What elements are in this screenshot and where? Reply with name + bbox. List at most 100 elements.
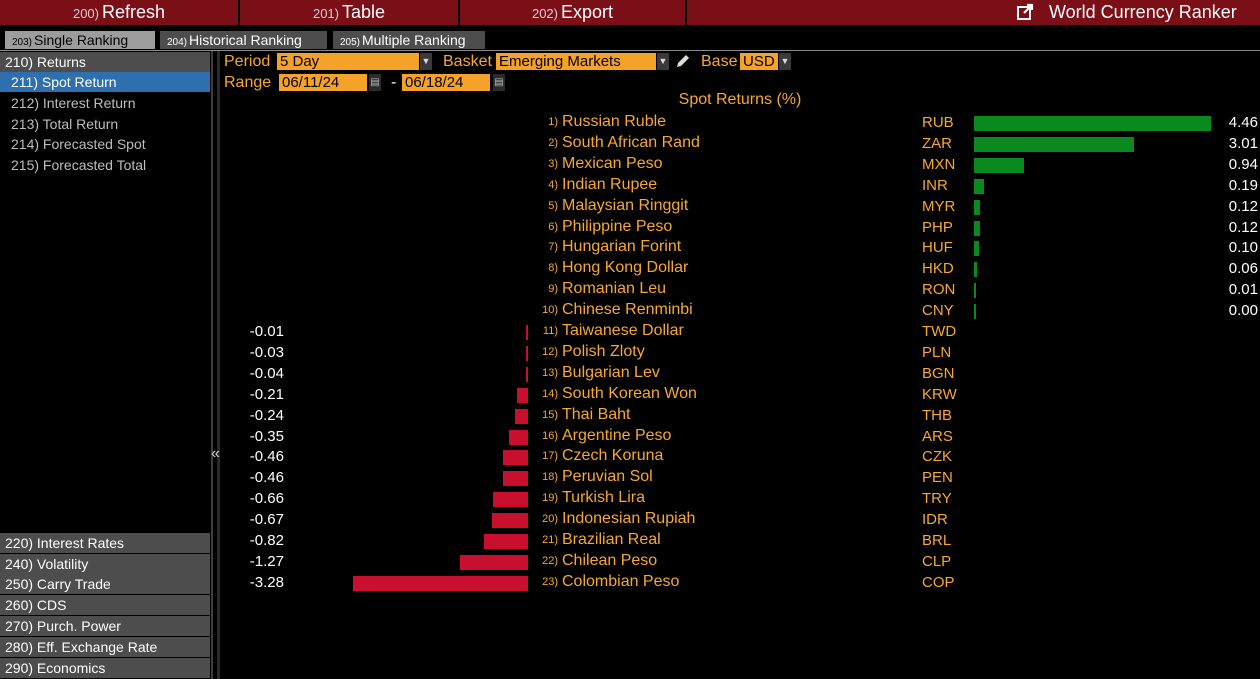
ranking-row[interactable]: 16) Argentine Peso ARS -0.35 [0,427,1260,448]
sidebar-section-cds[interactable]: 260) CDS [0,595,210,615]
currency-name[interactable]: Hong Kong Dollar [562,259,689,277]
currency-name[interactable]: Czech Koruna [562,447,664,465]
ranking-row[interactable]: 14) South Korean Won KRW -0.21 [0,385,1260,406]
sidebar-item-interest-return[interactable]: 212) Interest Return [11,95,136,111]
pencil-icon[interactable] [675,53,691,69]
ranking-row[interactable]: 10) Chinese Renminbi CNY 0.00 [0,301,1260,322]
export-button[interactable]: 202) Export [460,0,685,25]
ranking-row[interactable]: 8) Hong Kong Dollar HKD 0.06 [0,259,1260,280]
ranking-row[interactable]: 5) Malaysian Ringgit MYR 0.12 [0,197,1260,218]
sidebar-item-spot-return[interactable]: 211) Spot Return [0,72,210,92]
sidebar-header-returns[interactable]: 210) Returns [0,52,210,72]
toolbar-divider [458,0,460,25]
ranking-row[interactable]: 18) Peruvian Sol PEN -0.46 [0,468,1260,489]
rank-number: 10) [542,304,558,317]
sidebar-section-volatility[interactable]: 240) Volatility [0,554,210,574]
ranking-row[interactable]: 11) Taiwanese Dollar TWD -0.01 [0,322,1260,343]
currency-name[interactable]: Russian Ruble [562,113,667,130]
rank-number: 3) [548,157,558,170]
tab-historical-ranking[interactable]: 204) Historical Ranking [160,31,327,49]
external-link-icon[interactable] [1016,3,1034,21]
sidebar-section-purch-power[interactable]: 270) Purch. Power [0,616,210,636]
base-select[interactable]: USD [740,53,778,70]
ranking-row[interactable]: 1) Russian Ruble RUB 4.46 [0,113,1260,134]
export-number: 202) [531,6,558,21]
range-end-input[interactable]: 06/18/24 [402,74,490,91]
currency-code: MYR [922,197,956,215]
ranking-row[interactable]: 22) Chilean Peso CLP -1.27 [0,552,1260,573]
sidebar-section-eff-exchange-rate[interactable]: 280) Eff. Exchange Rate [0,637,210,657]
currency-name[interactable]: South Korean Won [562,384,697,402]
ranking-row[interactable]: 23) Colombian Peso COP -3.28 [0,573,1260,594]
currency-name[interactable]: Turkish Lira [562,489,645,507]
currency-name[interactable]: Indian Rupee [562,175,658,193]
rank-number: 13) [542,366,558,379]
basket-dropdown-icon[interactable]: ▼ [657,53,669,70]
calendar-icon[interactable]: ▤ [369,74,381,91]
ranking-row[interactable]: 20) Indonesian Rupiah IDR -0.67 [0,510,1260,531]
currency-code: PEN [922,469,953,487]
currency-name[interactable]: Chilean Peso [562,551,658,569]
return-value: -1.27 [249,552,284,570]
return-value: 0.94 [1228,155,1258,173]
currency-name[interactable]: Mexican Peso [562,154,663,172]
rank-number: 19) [542,492,558,505]
currency-name[interactable]: Colombian Peso [562,572,680,590]
ranking-row[interactable]: 3) Mexican Peso MXN 0.94 [0,155,1260,176]
tab-single-ranking[interactable]: 203) Single Ranking [5,31,155,49]
currency-name[interactable]: South African Rand [562,133,700,151]
currency-name[interactable]: Bulgarian Lev [562,363,660,381]
sidebar-section-interest-rates[interactable]: 220) Interest Rates [0,533,210,553]
rank-number: 20) [542,513,558,526]
sidebar-section-carry-trade[interactable]: 250) Carry Trade [0,574,210,594]
tab-multiple-ranking[interactable]: 205) Multiple Ranking [333,31,485,49]
currency-name[interactable]: Polish Zloty [562,342,645,360]
ranking-row[interactable]: 15) Thai Baht THB -0.24 [0,406,1260,427]
currency-name[interactable]: Chinese Renminbi [562,301,693,319]
ranking-row[interactable]: 2) South African Rand ZAR 3.01 [0,134,1260,155]
currency-name[interactable]: Peruvian Sol [562,468,653,486]
sidebar-item-forecasted-total[interactable]: 215) Forecasted Total [11,157,147,173]
currency-name[interactable]: Indonesian Rupiah [562,510,696,528]
calendar-icon[interactable]: ▤ [493,74,505,91]
collapse-sidebar-icon[interactable]: « [211,445,220,462]
negative-return-bar [484,534,528,549]
ranking-row[interactable]: 6) Philippine Peso PHP 0.12 [0,218,1260,239]
currency-name[interactable]: Hungarian Forint [562,238,682,256]
basket-select[interactable]: Emerging Markets [496,53,656,70]
range-start-input[interactable]: 06/11/24 [279,74,367,91]
table-button[interactable]: 201) Table [240,0,458,25]
currency-name[interactable]: Malaysian Ringgit [562,196,689,214]
currency-name[interactable]: Thai Baht [562,405,631,423]
currency-code: CZK [922,448,952,466]
ranking-row[interactable]: 12) Polish Zloty PLN -0.03 [0,343,1260,364]
ranking-row[interactable]: 21) Brazilian Real BRL -0.82 [0,531,1260,552]
tab-number: 204) [167,37,188,48]
base-dropdown-icon[interactable]: ▼ [779,53,791,70]
sidebar-item-total-return[interactable]: 213) Total Return [11,116,119,132]
currency-name[interactable]: Philippine Peso [562,217,673,235]
currency-name[interactable]: Brazilian Real [562,531,661,548]
sidebar-section-economics[interactable]: 290) Economics [0,658,210,678]
sidebar-item-forecasted-spot[interactable]: 214) Forecasted Spot [11,136,146,152]
ranking-row[interactable]: 4) Indian Rupee INR 0.19 [0,176,1260,197]
currency-name[interactable]: Romanian Leu [562,280,667,298]
ranking-row[interactable]: 13) Bulgarian Lev BGN -0.04 [0,364,1260,385]
refresh-label: Refresh [102,2,166,22]
period-select[interactable]: 5 Day [277,53,419,70]
currency-code: IDR [922,511,948,529]
return-value: -0.46 [249,448,284,466]
ranking-row[interactable]: 7) Hungarian Forint HUF 0.10 [0,238,1260,259]
negative-return-bar [509,429,528,445]
ranking-row[interactable]: 19) Turkish Lira TRY -0.66 [0,489,1260,510]
refresh-button[interactable]: 200) Refresh [0,0,238,25]
currency-name[interactable]: Taiwanese Dollar [562,322,684,339]
period-dropdown-icon[interactable]: ▼ [420,53,432,70]
negative-return-bar [526,325,528,340]
positive-return-bar [974,116,1211,131]
negative-return-bar [516,387,528,403]
ranking-row[interactable]: 9) Romanian Leu RON 0.01 [0,280,1260,301]
currency-name[interactable]: Argentine Peso [562,426,672,444]
sidebar-divider [217,51,220,679]
ranking-row[interactable]: 17) Czech Koruna CZK -0.46 [0,447,1260,468]
